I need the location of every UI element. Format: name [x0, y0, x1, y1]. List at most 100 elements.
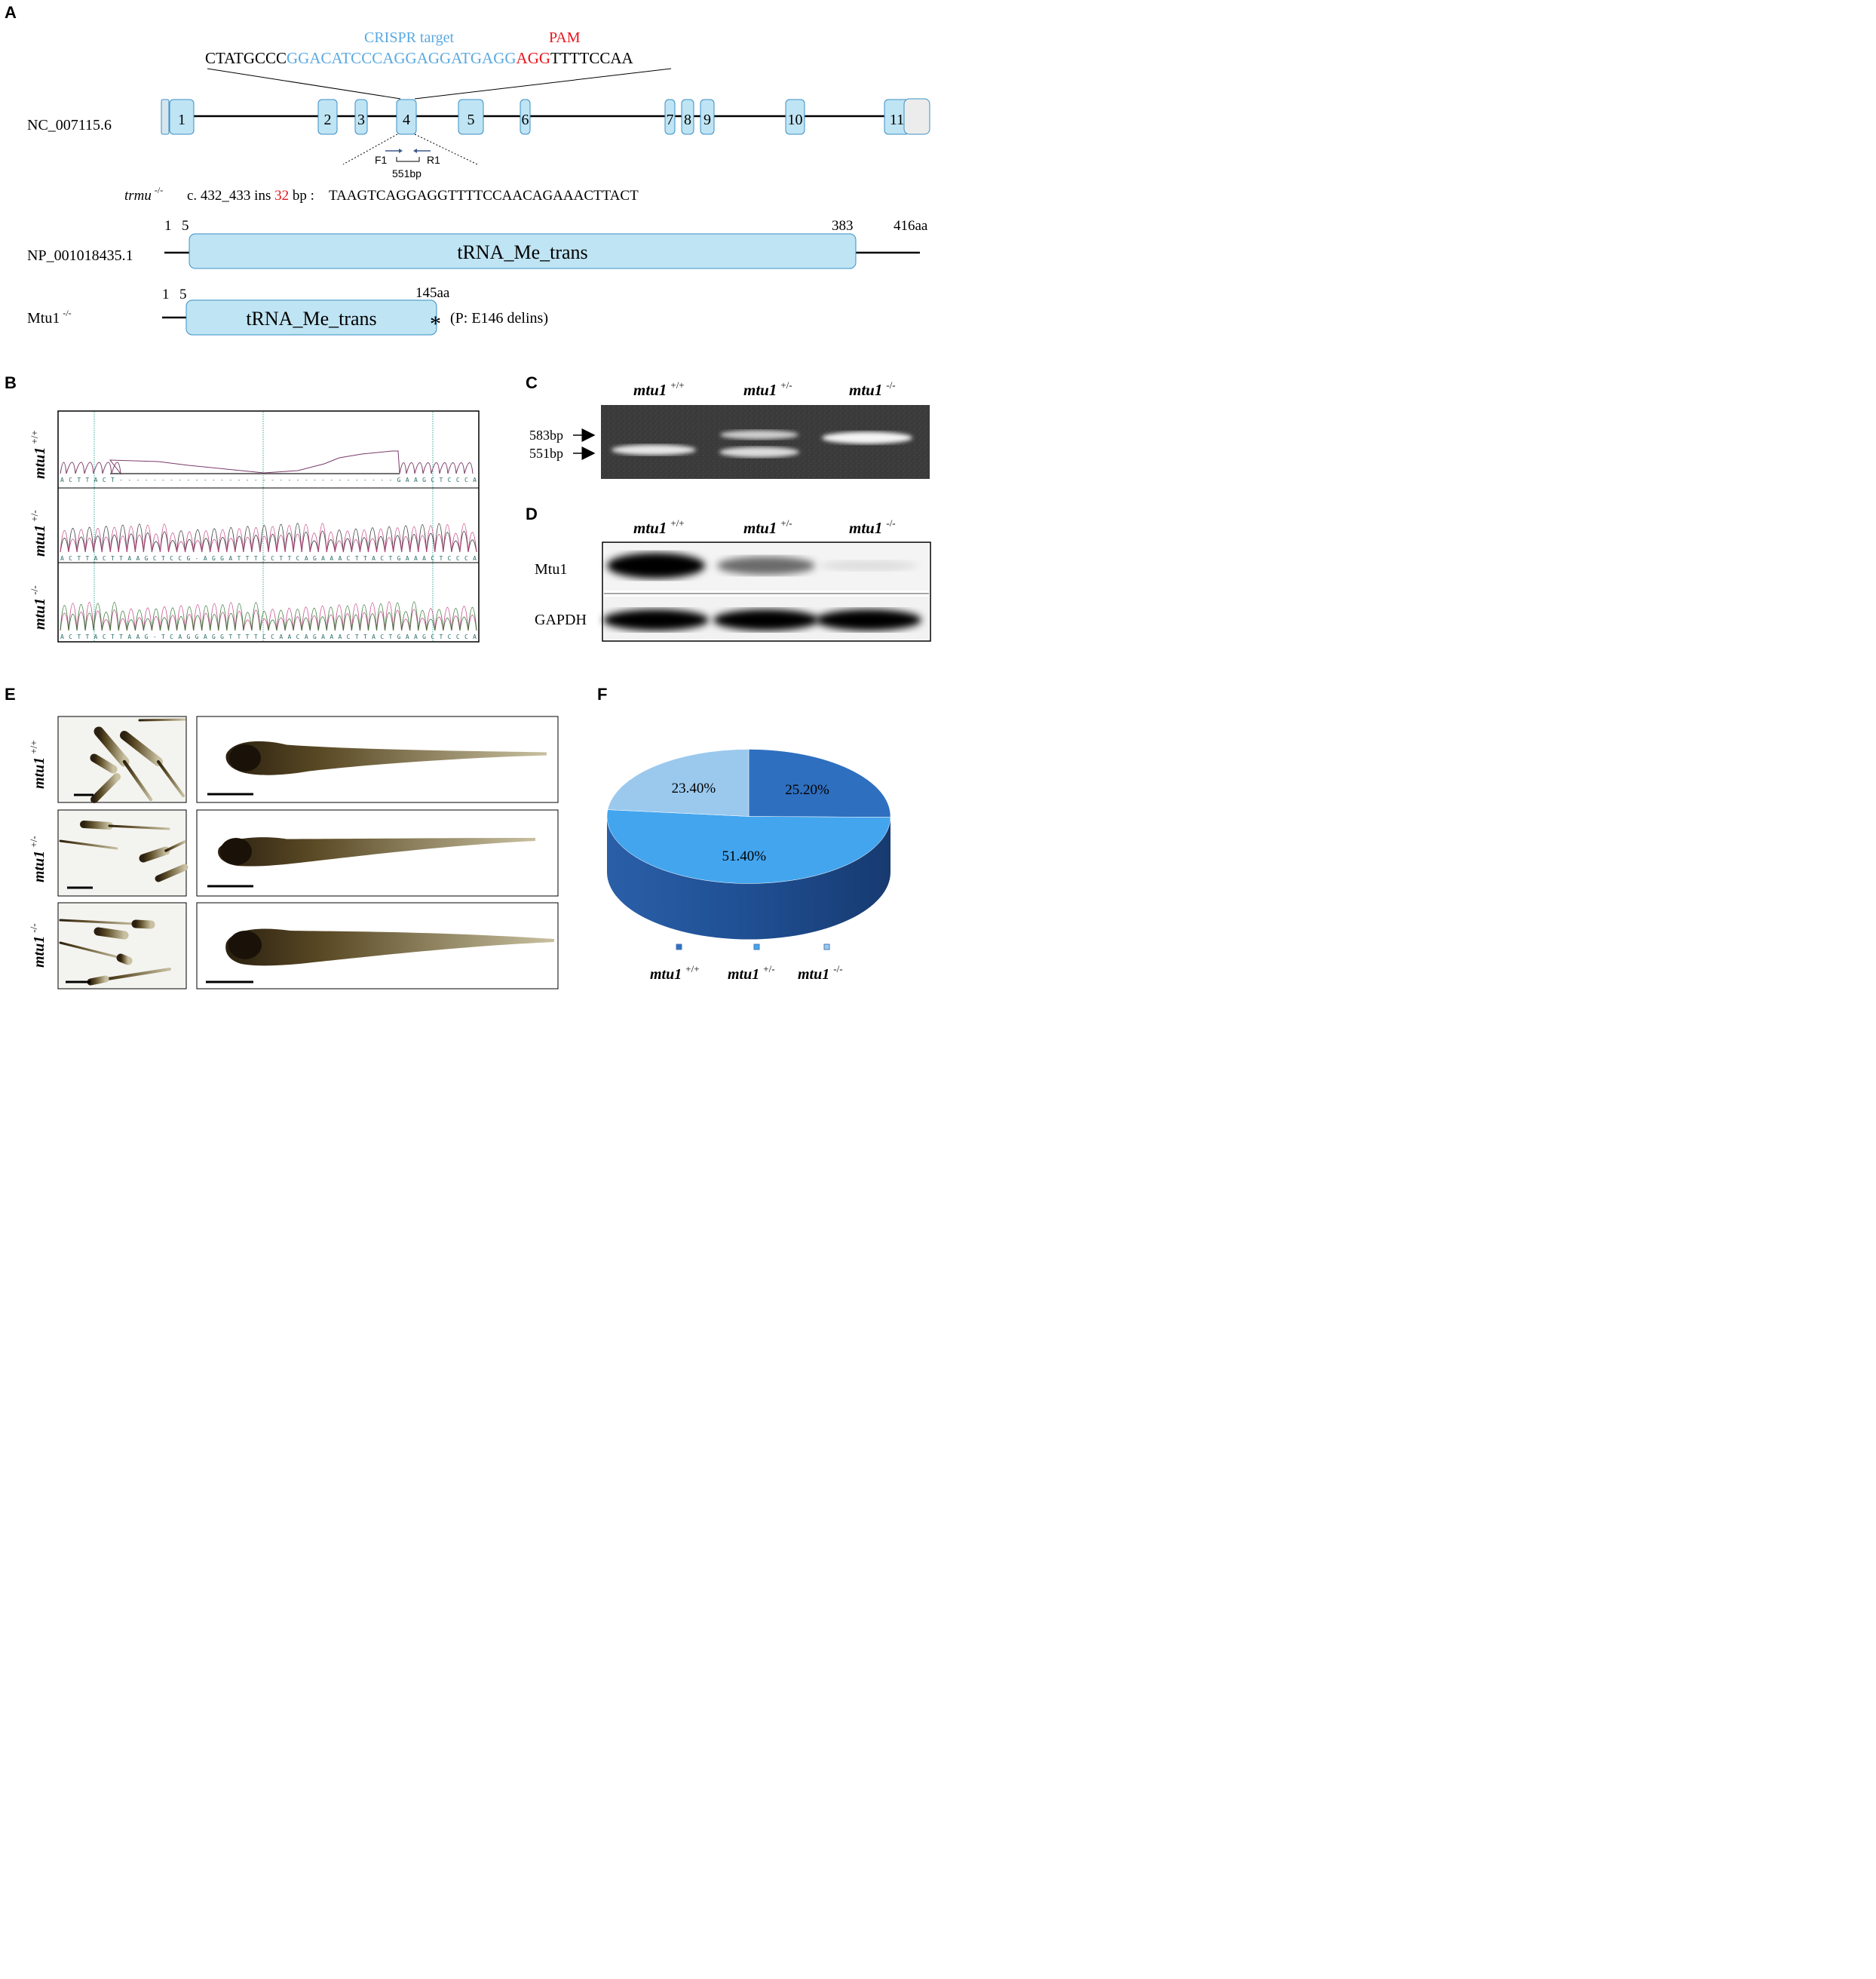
- svg-text:mtu1+/+: mtu1 +/+: [29, 430, 48, 479]
- seq-pam: AGG: [517, 49, 551, 67]
- exon-label-6: 6: [522, 112, 529, 128]
- exon-2: [317, 99, 338, 135]
- larva-eye-ko: [228, 931, 262, 959]
- mutation-post: bp :: [289, 188, 314, 204]
- exon-4: [396, 99, 417, 135]
- larva-closeup-wt: [225, 741, 547, 775]
- legend-swatch-2: [753, 943, 760, 950]
- band-gapdh-lane-2: [713, 609, 819, 631]
- wt-pos-1: 1: [164, 218, 172, 234]
- zoom-amplicon-right: [414, 133, 478, 165]
- figure: A CRISPR target PAM CTATGCCCGGACATCCCAGG…: [5, 3, 931, 990]
- pie-slice-2: [606, 809, 891, 884]
- trace-row-2-2: [60, 523, 477, 553]
- panel-label-e: E: [5, 685, 16, 704]
- exon-label-1: 1: [178, 112, 185, 128]
- gel-band-wt-551: [612, 444, 696, 456]
- gel-headers-lane-3: mtu1 -/-: [849, 379, 896, 399]
- zoom-line-right: [414, 68, 672, 100]
- exon-6: [520, 99, 531, 135]
- larva-closeup-ko: [225, 928, 554, 966]
- mut-protein-name: Mtu1 -/-: [27, 308, 72, 327]
- larvae-group-wt: [57, 716, 187, 803]
- svg-text:mtu1-/-: mtu1 -/-: [28, 923, 48, 968]
- gel-band-ko-583: [822, 431, 912, 444]
- larvae-row-label-1: mtu1 +/+: [28, 740, 48, 789]
- gel-headers-gene-1: mtu1: [633, 381, 667, 399]
- band-gapdh-lane-1: [603, 609, 709, 631]
- exon-1: [169, 99, 195, 135]
- western-lane-headers: mtu1 +/+ mtu1 +/- mtu1 -/-: [633, 517, 896, 537]
- exon-7: [664, 99, 676, 135]
- exon-label-3: 3: [357, 112, 365, 128]
- exon-label-8: 8: [684, 112, 691, 128]
- seq-prefix: CTATGCCC: [205, 49, 287, 67]
- pie-slice-3: [607, 749, 749, 817]
- larva-eye-het: [220, 838, 252, 865]
- exon-label-7: 7: [667, 112, 674, 128]
- legend-gene-2: mtu1: [728, 966, 759, 983]
- amplicon-size-label: 551bp: [392, 167, 421, 179]
- western-label-gapdh: GAPDH: [535, 612, 587, 628]
- gel-headers-lane-2: mtu1 +/-: [743, 379, 792, 399]
- zoom-amplicon-left: [342, 133, 398, 165]
- e-sup-1: +/+: [28, 740, 39, 753]
- wb-headers-gene-1: mtu1: [633, 519, 667, 537]
- panel-label-c: C: [526, 373, 538, 392]
- primer-f1-label: F1: [375, 154, 388, 166]
- mutation-pre: c. 432_433 ins: [187, 188, 274, 204]
- amplicon-bracket: [396, 157, 420, 162]
- pie-label-3: 23.40%: [672, 781, 716, 796]
- larvae-group-ko: [57, 902, 187, 990]
- seq-target: GGACATCCCAGGAGGATGAGG: [287, 49, 517, 67]
- e-sup-3: -/-: [28, 923, 39, 932]
- wt-domain-label: tRNA_Me_trans: [457, 241, 587, 263]
- legend-gene-1: mtu1: [650, 966, 682, 983]
- gel-band-het-551: [719, 446, 799, 458]
- wt-length: 416aa: [894, 218, 928, 234]
- mut-protein-sup: -/-: [63, 308, 71, 318]
- svg-text:mtu1+/-: mtu1 +/-: [29, 510, 48, 557]
- exon-group: 1 2 3 4 5 6 7 8 9 10 11: [169, 99, 910, 135]
- wb-headers-lane-1: mtu1 +/+: [633, 517, 685, 537]
- pie-side-wall: [607, 816, 890, 940]
- row-sup-2: +/-: [29, 510, 40, 521]
- mut-length: 145aa: [415, 285, 450, 301]
- e-gene-1: mtu1: [31, 757, 48, 789]
- wb-headers-gene-2: mtu1: [743, 519, 777, 537]
- crispr-target-label: CRISPR target: [364, 29, 455, 46]
- chromatogram-row-label-2: mtu1 +/-: [29, 510, 48, 557]
- wt-domain-box: [189, 233, 857, 269]
- e-gene-2: mtu1: [31, 851, 48, 882]
- legend-gene-3: mtu1: [798, 966, 829, 983]
- mut-protein-label: Mtu1: [27, 310, 60, 327]
- legend-label-3: mtu1 -/-: [798, 963, 843, 983]
- gel-headers-lane-1: mtu1 +/+: [633, 379, 685, 399]
- row-sup-1: +/+: [29, 430, 40, 443]
- insert-sequence: TAAGTCAGGAGGTTTTCCAACAGAAACTTACT: [329, 188, 639, 204]
- larvae-row-het: [57, 809, 559, 897]
- gel-lane-headers: mtu1 +/+ mtu1 +/- mtu1 -/-: [633, 379, 896, 399]
- western-bands: [603, 553, 921, 631]
- exon-5: [458, 99, 484, 135]
- larvae-small-het: [59, 821, 189, 882]
- exon-label-2: 2: [324, 112, 332, 128]
- legend-sup-3: -/-: [833, 963, 842, 974]
- row-gene-2: mtu1: [32, 525, 48, 557]
- legend-swatch-3: [823, 943, 830, 950]
- e-sup-2: +/-: [28, 836, 39, 847]
- pam-label: PAM: [549, 29, 581, 46]
- wb-headers-sup-3: -/-: [886, 517, 895, 529]
- wb-headers-lane-3: mtu1 -/-: [849, 517, 896, 537]
- panel-label-f: F: [597, 685, 607, 704]
- e-gene-3: mtu1: [31, 936, 48, 968]
- larvae-small-ko: [59, 919, 171, 986]
- pie-chart: 25.20% 51.40% 23.40%: [606, 749, 891, 940]
- primer-r1-label: R1: [427, 154, 440, 166]
- primer-f1-head: [399, 149, 403, 153]
- mutation-line: trmu -/-: [124, 185, 163, 204]
- larvae-row-label-3: mtu1 -/-: [28, 923, 48, 968]
- pie-slice-1: [748, 749, 891, 818]
- exon-label-11: 11: [890, 112, 904, 128]
- gel-marker-583: 583bp: [529, 428, 563, 443]
